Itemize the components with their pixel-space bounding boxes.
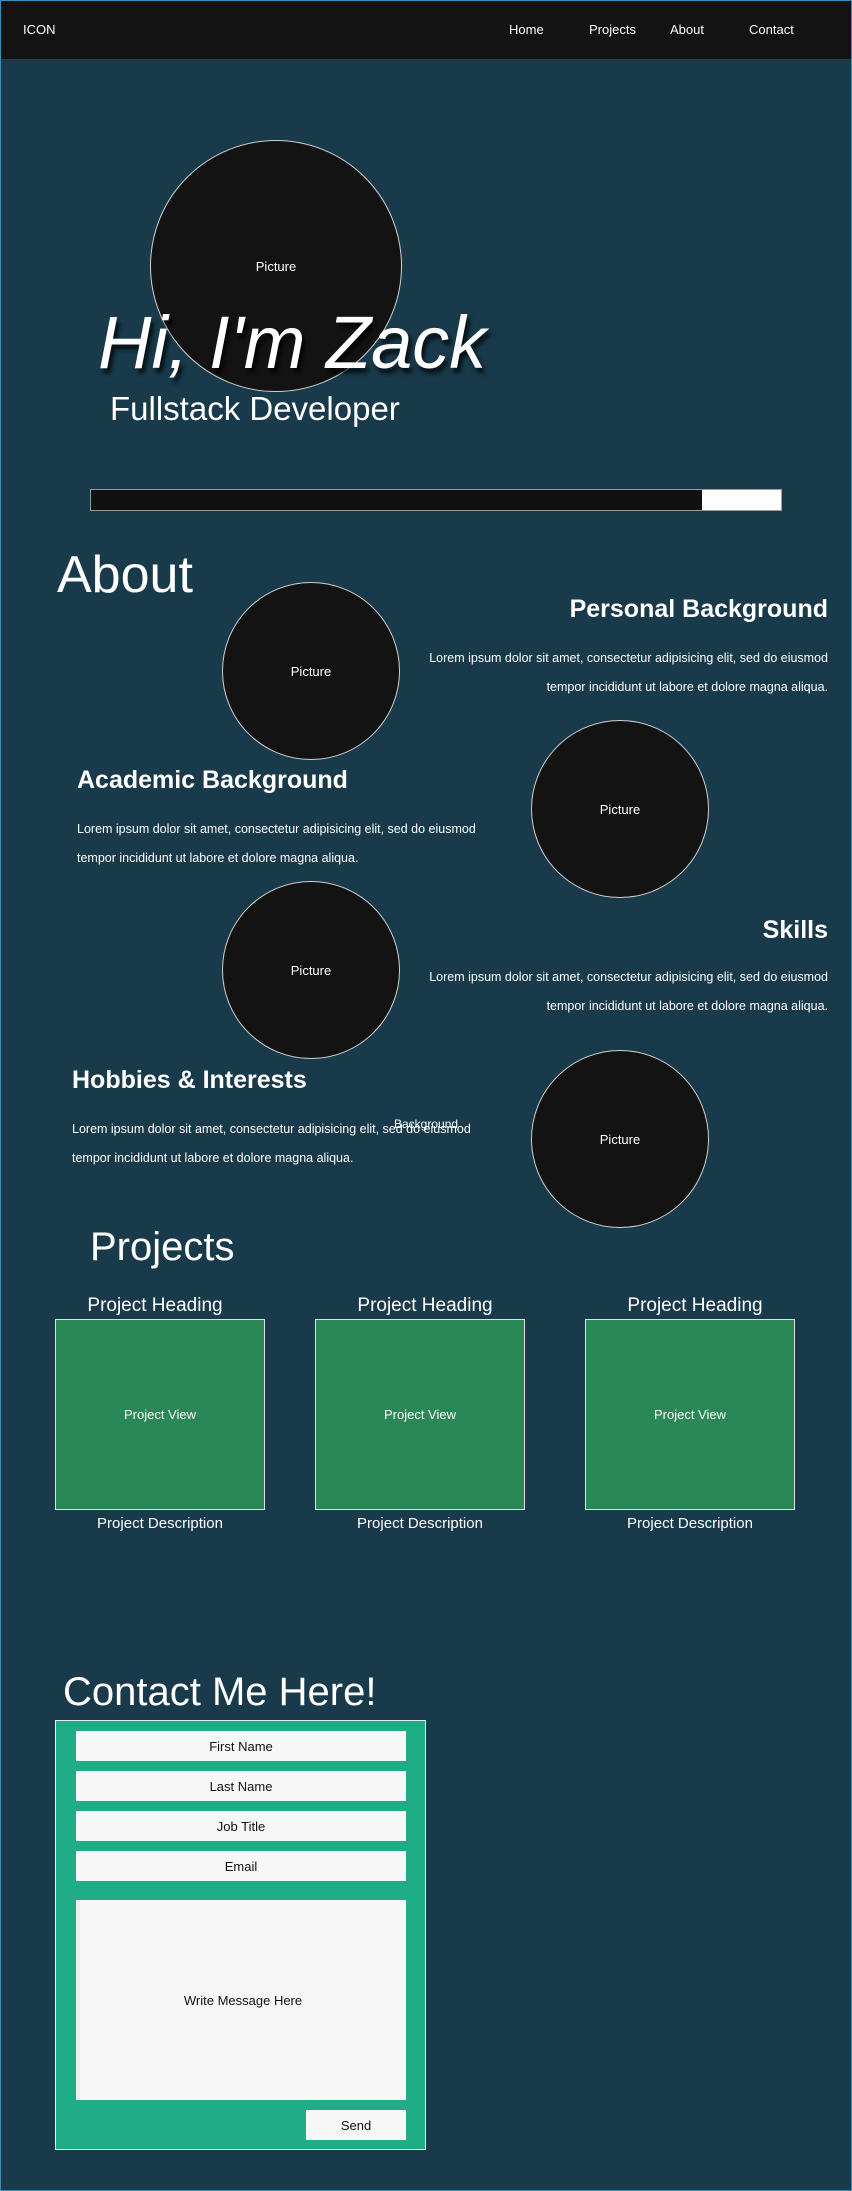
hero-picture: Picture [150, 140, 402, 392]
project-description: Project Description [97, 1515, 223, 1532]
hero-picture-label: Picture [255, 258, 297, 274]
hobbies-text: Lorem ipsum dolor sit amet, consectetur … [72, 1122, 471, 1165]
hobbies-picture: Picture [531, 1050, 709, 1228]
project-view-card[interactable]: Project View [315, 1319, 525, 1510]
message-textarea[interactable]: Write Message Here [76, 1900, 406, 2100]
project-heading: Project Heading [87, 1295, 223, 1316]
academic-heading: Academic Background [77, 766, 348, 794]
projects-title: Projects [90, 1225, 235, 1269]
project-view-label: Project View [123, 1407, 196, 1422]
project-view-label: Project View [653, 1407, 726, 1422]
skills-heading: Skills [762, 916, 828, 944]
personal-picture: Picture [222, 582, 400, 760]
about-title: About [57, 546, 193, 604]
project-view-card[interactable]: Project View [585, 1319, 795, 1510]
email-field[interactable]: Email [76, 1851, 406, 1881]
skills-picture: Picture [222, 881, 400, 1059]
academic-picture-label: Picture [599, 801, 641, 817]
project-view-card[interactable]: Project View [55, 1319, 265, 1510]
project-view-label: Project View [383, 1407, 456, 1422]
job-title-field[interactable]: Job Title [76, 1811, 406, 1841]
skills-text: Lorem ipsum dolor sit amet, consectetur … [429, 970, 828, 1013]
top-navbar: ICON Home Projects About Contact [1, 1, 851, 60]
academic-text: Lorem ipsum dolor sit amet, consectetur … [77, 822, 476, 865]
project-description: Project Description [357, 1515, 483, 1532]
personal-heading: Personal Background [569, 595, 828, 623]
nav-link-home[interactable]: Home [509, 22, 544, 37]
send-button[interactable]: Send [306, 2110, 406, 2140]
hobbies-heading: Hobbies & Interests [72, 1066, 307, 1094]
last-name-field[interactable]: Last Name [76, 1771, 406, 1801]
message-placeholder: Write Message Here [183, 1992, 303, 2008]
background-label: Background [394, 1117, 459, 1131]
hero-subtitle: Fullstack Developer [110, 390, 400, 427]
personal-text: Lorem ipsum dolor sit amet, consectetur … [429, 651, 828, 694]
nav-link-about[interactable]: About [670, 22, 704, 37]
contact-form: First Name Last Name Job Title Email Wri… [55, 1720, 426, 2150]
nav-link-projects[interactable]: Projects [589, 22, 636, 37]
project-heading: Project Heading [627, 1295, 763, 1316]
site-logo[interactable]: ICON [23, 22, 56, 37]
contact-title: Contact Me Here! [63, 1670, 377, 1714]
project-description: Project Description [627, 1515, 753, 1532]
progress-fill [91, 490, 702, 510]
hobbies-picture-label: Picture [599, 1131, 641, 1147]
nav-link-contact[interactable]: Contact [749, 22, 794, 37]
hero-progress-bar [90, 489, 782, 511]
first-name-field[interactable]: First Name [76, 1731, 406, 1761]
hero-title: Hi, I'm Zack [98, 301, 487, 384]
personal-picture-label: Picture [290, 663, 332, 679]
skills-picture-label: Picture [290, 962, 332, 978]
project-heading: Project Heading [357, 1295, 493, 1316]
academic-picture: Picture [531, 720, 709, 898]
